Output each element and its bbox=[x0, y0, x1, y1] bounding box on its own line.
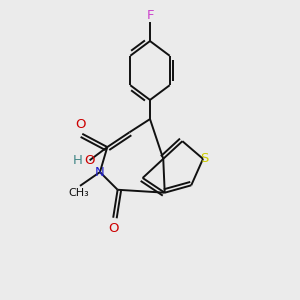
Text: S: S bbox=[200, 152, 209, 165]
Text: O: O bbox=[76, 118, 86, 131]
Text: F: F bbox=[146, 9, 154, 22]
Text: O: O bbox=[108, 222, 119, 235]
Text: H: H bbox=[72, 154, 82, 167]
Text: N: N bbox=[95, 166, 105, 178]
Text: CH₃: CH₃ bbox=[68, 188, 89, 198]
Text: O: O bbox=[84, 154, 95, 167]
